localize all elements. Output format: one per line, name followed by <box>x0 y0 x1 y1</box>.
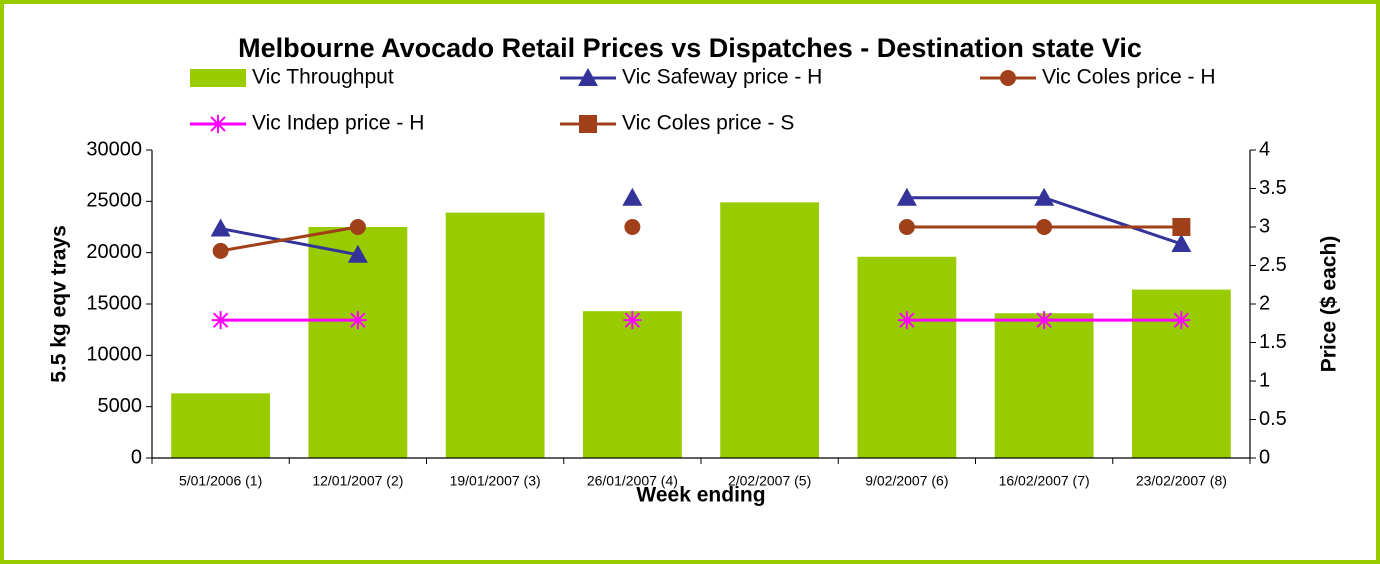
marker <box>1171 233 1192 252</box>
legend-label: Vic Coles price - S <box>622 112 794 135</box>
bar <box>308 227 408 458</box>
marker <box>1172 218 1191 236</box>
legend-swatch <box>190 69 246 87</box>
x-axis-label: Week ending <box>636 484 765 507</box>
x-tick-label: 23/02/2007 (8) <box>1136 473 1227 489</box>
x-tick-label: 12/01/2007 (2) <box>312 473 403 489</box>
x-tick-label: 19/01/2007 (3) <box>450 473 541 489</box>
y-tick-label: 0 <box>131 446 142 468</box>
bar <box>994 313 1094 458</box>
marker <box>623 311 642 330</box>
axis-line <box>151 150 1251 459</box>
marker <box>1035 311 1054 330</box>
x-tick-label: 5/01/2006 (1) <box>179 473 262 489</box>
marker <box>897 311 916 330</box>
marker <box>347 244 368 263</box>
bar <box>720 202 820 458</box>
y-tick-label: 5000 <box>98 395 143 417</box>
y2-tick-label: 1.5 <box>1259 331 1287 353</box>
legend-marker <box>209 115 227 133</box>
marker <box>210 218 231 237</box>
bar <box>857 256 957 458</box>
legend-marker <box>579 115 597 133</box>
y-tick-label: 20000 <box>86 241 142 263</box>
marker <box>622 187 643 206</box>
marker <box>1034 187 1055 206</box>
legend-marker <box>578 68 598 86</box>
y2-tick-label: 2.5 <box>1259 254 1287 276</box>
y2-tick-label: 4 <box>1259 138 1270 160</box>
x-tick-label: 9/02/2007 (6) <box>865 473 948 489</box>
y-tick-label: 15000 <box>86 292 142 314</box>
marker <box>212 242 229 259</box>
bar <box>582 311 682 458</box>
legend-label: Vic Indep price - H <box>252 112 424 135</box>
y-axis-label: 5.5 kg eqv trays <box>48 225 71 383</box>
y2-tick-label: 2 <box>1259 292 1270 314</box>
y2-tick-label: 3 <box>1259 215 1270 237</box>
y2-tick-label: 0.5 <box>1259 408 1287 430</box>
marker <box>624 219 641 235</box>
bar <box>445 212 545 458</box>
marker <box>348 311 367 330</box>
legend-label: Vic Throughput <box>252 66 394 89</box>
chart-title: Melbourne Avocado Retail Prices vs Dispa… <box>238 33 1142 63</box>
y2-tick-label: 1 <box>1259 369 1270 391</box>
marker <box>349 219 366 235</box>
marker <box>211 311 230 330</box>
marker <box>898 219 915 235</box>
y2-tick-label: 0 <box>1259 446 1270 468</box>
y-tick-label: 25000 <box>86 190 142 212</box>
marker <box>1172 311 1191 330</box>
legend-label: Vic Safeway price - H <box>622 66 822 89</box>
legend-marker <box>1000 70 1016 86</box>
bar <box>171 393 271 458</box>
legend-label: Vic Coles price - H <box>1042 66 1216 89</box>
marker <box>896 187 917 206</box>
x-tick-label: 26/01/2007 (4) <box>587 473 678 489</box>
marker <box>1036 219 1053 235</box>
x-tick-label: 16/02/2007 (7) <box>999 473 1090 489</box>
y-tick-label: 30000 <box>86 138 142 160</box>
x-tick-label: 2/02/2007 (5) <box>728 473 811 489</box>
y2-axis-label: Price ($ each) <box>1318 236 1341 373</box>
y2-tick-label: 3.5 <box>1259 177 1287 199</box>
y-tick-label: 10000 <box>86 344 142 366</box>
